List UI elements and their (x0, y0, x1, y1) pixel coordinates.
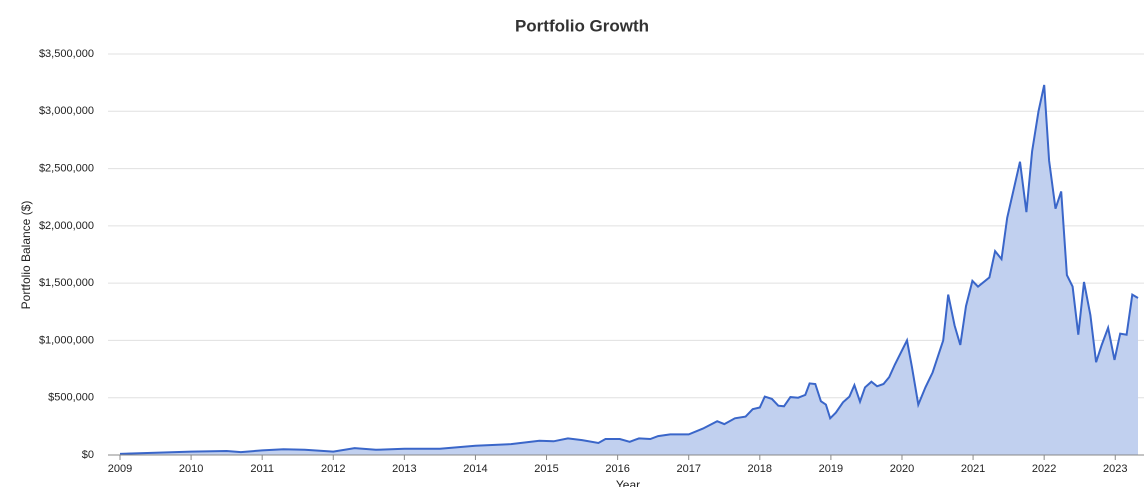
chart-title: Portfolio Growth (515, 16, 649, 35)
x-tick-label: 2011 (250, 463, 274, 475)
y-tick-label: $1,000,000 (39, 334, 94, 346)
x-tick-label: 2014 (463, 463, 487, 475)
line (119, 84, 1139, 455)
x-tick-label: 2018 (748, 463, 772, 475)
y-tick-label: $1,500,000 (39, 277, 94, 289)
x-tick-label: 2020 (890, 463, 914, 475)
x-tick-label: 2021 (961, 463, 985, 475)
x-tick-label: 2023 (1103, 463, 1127, 475)
x-tick-label: 2017 (676, 463, 700, 475)
y-tick-label: $2,500,000 (39, 162, 94, 174)
y-axis-title: Portfolio Balance ($) (19, 201, 33, 310)
y-tick-label: $2,000,000 (39, 220, 94, 232)
x-tick-label: 2009 (108, 463, 132, 475)
x-tick-label: 2010 (179, 463, 203, 475)
y-tick-label: $3,000,000 (39, 105, 94, 117)
x-tick-label: 2012 (321, 463, 345, 475)
x-tick-label: 2015 (534, 463, 558, 475)
area (120, 84, 1138, 456)
x-tick-label: 2013 (392, 463, 416, 475)
y-tick-label: $3,500,000 (39, 48, 94, 60)
x-tick-label: 2019 (819, 463, 843, 475)
x-axis-title: Year (616, 478, 640, 487)
y-tick-label: $500,000 (48, 392, 94, 404)
x-tick-label: 2022 (1032, 463, 1056, 475)
x-tick-label: 2016 (605, 463, 629, 475)
y-tick-label: $0 (82, 449, 94, 461)
